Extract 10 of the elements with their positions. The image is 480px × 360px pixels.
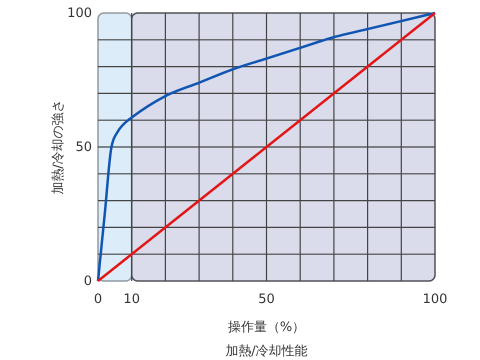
x-tick-label: 0 [94,292,102,307]
text: 加熱/冷却性能 [225,344,308,359]
y-axis-title: 加熱/冷却の強さ [51,99,66,195]
y-tick-label: 100 [67,6,92,21]
y-tick-label: 0 [84,274,92,289]
y-tick-label: 50 [75,140,92,155]
x-tick-label: 50 [258,292,275,307]
x-axis-title: 操作量（%） [228,320,306,335]
x-tick-label: 10 [123,292,140,307]
x-tick-label: 100 [422,292,448,307]
